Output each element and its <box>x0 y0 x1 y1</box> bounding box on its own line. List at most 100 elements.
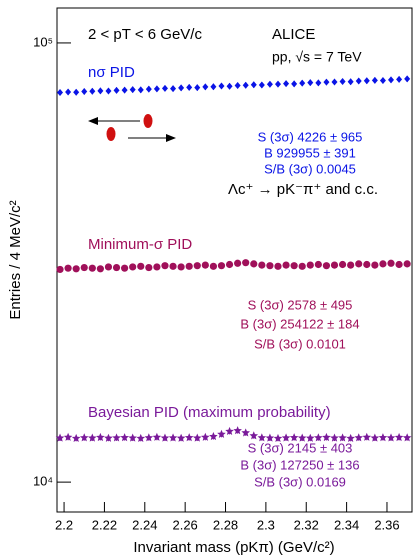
data-point <box>226 82 233 90</box>
data-point <box>201 432 210 441</box>
data-point <box>225 426 234 435</box>
data-point <box>193 262 201 270</box>
data-point <box>370 433 380 442</box>
data-point <box>129 86 136 94</box>
data-point <box>186 83 193 91</box>
data-point <box>63 432 73 441</box>
data-point <box>153 85 160 93</box>
data-point <box>209 432 218 441</box>
data-point <box>306 261 314 269</box>
data-point <box>291 80 298 88</box>
data-point <box>170 85 177 93</box>
data-point <box>314 433 323 442</box>
fit-result: S (3σ) 2578 ± 495 <box>248 297 353 312</box>
data-point <box>113 86 120 94</box>
data-point <box>185 262 193 270</box>
x-tick-label: 2.2 <box>55 517 73 532</box>
data-point <box>184 433 194 442</box>
data-point <box>386 433 396 442</box>
data-point <box>273 433 283 442</box>
data-point <box>104 263 113 271</box>
data-point <box>96 265 104 273</box>
data-point <box>160 433 170 442</box>
data-point <box>362 432 372 441</box>
data-point <box>81 88 88 96</box>
data-point <box>71 433 81 442</box>
fit-result: B (3σ) 254122 ± 184 <box>240 316 359 331</box>
data-point <box>298 262 306 270</box>
data-point <box>136 433 146 442</box>
decay-label: Λc⁺ → pK⁻π⁺ and c.c. <box>228 181 378 198</box>
experiment-label: ALICE <box>272 26 315 43</box>
data-point <box>176 433 186 442</box>
data-point <box>209 262 218 270</box>
data-point <box>379 77 386 85</box>
data-point <box>395 260 403 269</box>
x-tick-label: 2.26 <box>172 517 197 532</box>
data-point <box>145 85 152 93</box>
data-point <box>387 259 395 267</box>
data-point <box>258 81 265 89</box>
data-point <box>355 77 362 85</box>
legend-label: Bayesian PID (maximum probability) <box>88 404 331 421</box>
data-point <box>331 78 338 86</box>
direction-icon <box>88 114 176 142</box>
data-point <box>330 261 339 269</box>
data-point <box>394 432 404 442</box>
data-point <box>354 433 363 442</box>
data-point <box>266 262 274 270</box>
data-point <box>177 263 185 271</box>
data-point <box>330 433 339 442</box>
data-point <box>396 75 403 83</box>
fit-result: S/B (3σ) 0.0101 <box>254 336 346 351</box>
data-point <box>64 264 72 272</box>
fit-result: S/B (3σ) 0.0045 <box>264 161 356 176</box>
data-point <box>88 433 97 442</box>
data-point <box>257 433 267 442</box>
data-point <box>128 433 137 442</box>
data-point <box>129 263 137 271</box>
data-point <box>371 76 378 84</box>
data-point <box>121 264 129 272</box>
data-point <box>201 261 209 269</box>
data-point <box>55 433 65 442</box>
data-point <box>104 433 113 442</box>
data-point <box>137 262 145 270</box>
data-point <box>404 75 411 83</box>
data-point <box>297 433 307 442</box>
data-point <box>363 260 371 269</box>
data-point <box>56 265 64 274</box>
data-point <box>307 79 314 87</box>
data-point <box>169 262 177 270</box>
data-point <box>234 81 241 89</box>
data-point <box>339 77 346 85</box>
data-point <box>233 426 242 435</box>
data-point <box>379 260 387 268</box>
data-point <box>241 428 250 437</box>
data-point <box>250 260 258 268</box>
data-point <box>388 76 395 84</box>
data-point <box>289 433 299 442</box>
legend-label: nσ PID <box>88 64 135 81</box>
data-point <box>306 433 315 442</box>
data-point <box>192 433 202 442</box>
data-point <box>242 259 250 267</box>
x-tick-label: 2.32 <box>294 517 319 532</box>
y-tick-label: 10⁴ <box>33 474 53 489</box>
data-point <box>88 264 96 272</box>
data-point <box>137 86 144 94</box>
x-tick-label: 2.34 <box>334 517 359 532</box>
x-tick-label: 2.36 <box>374 517 399 532</box>
fit-result: S (3σ) 2145 ± 403 <box>248 440 353 455</box>
plot-frame <box>56 7 413 513</box>
data-point <box>315 79 322 87</box>
data-point <box>274 80 281 88</box>
data-point <box>153 263 161 271</box>
data-point <box>282 261 290 269</box>
data-point <box>152 432 162 441</box>
data-point <box>72 265 80 273</box>
data-point <box>89 87 96 95</box>
data-point <box>97 87 104 95</box>
data-point <box>120 433 129 442</box>
data-point <box>202 83 209 91</box>
